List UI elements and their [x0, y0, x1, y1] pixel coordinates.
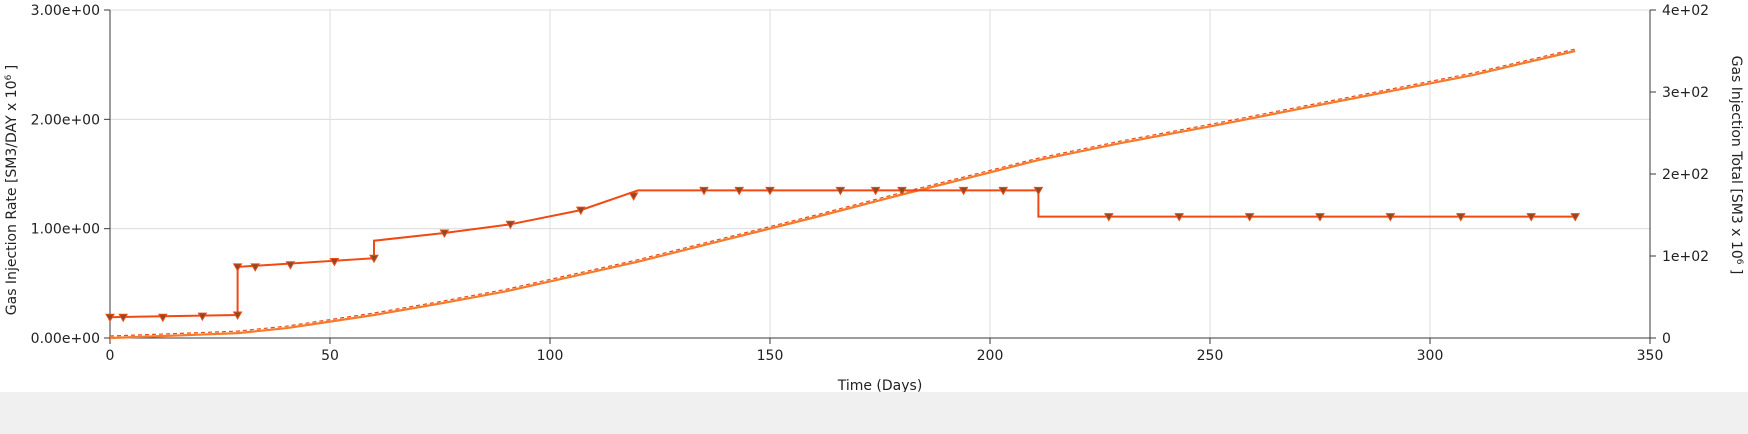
rate-data-point — [439, 229, 450, 239]
rate-data-point — [1103, 213, 1114, 222]
rate-data-point — [369, 254, 379, 264]
rate-data-point — [628, 192, 639, 201]
rate-data-point — [232, 311, 243, 321]
y-axis-right-label-main: Gas Injection Total [SM3 x 10 — [1728, 56, 1744, 259]
rate-data-point — [1455, 213, 1466, 222]
y-left-tick-label: 2.00e+00 — [31, 112, 100, 128]
rate-data-point — [1033, 186, 1044, 196]
rate-data-point — [699, 186, 709, 196]
x-tick-label: 0 — [106, 348, 115, 364]
y-axis-right-label-exp: 6 — [1734, 259, 1744, 265]
rate-data-point — [958, 186, 969, 196]
rate-data-point — [105, 313, 115, 323]
y-right-tick-label: 0 — [1662, 331, 1671, 347]
rate-data-point — [197, 312, 208, 322]
y-axis-left-label-end: ] — [4, 65, 20, 75]
rate-data-point — [1174, 213, 1185, 222]
rate-data-point — [1526, 213, 1537, 222]
x-axis-label: Time (Days) — [837, 378, 923, 392]
rate-data-point — [998, 186, 1009, 196]
x-tick-label: 300 — [1417, 348, 1444, 364]
rate-data-point — [897, 186, 907, 196]
rate-data-point — [575, 206, 586, 216]
ticks: 0 50 100 150 200 250 300 350 0.00e+00 1.00e+00 2.0… — [31, 3, 1709, 364]
gas-injection-chart: 0 50 100 150 200 250 300 350 0.00e+00 1.00e+00 2.0… — [4, 3, 1744, 392]
rate-data-point — [250, 263, 261, 272]
y-right-tick-label: 3e+02 — [1662, 85, 1709, 101]
rate-data-point — [870, 186, 881, 196]
x-tick-label: 200 — [977, 348, 1004, 364]
rate-data-point — [835, 186, 846, 196]
y-right-tick-label: 2e+02 — [1662, 167, 1709, 183]
rate-data-point — [157, 313, 168, 323]
rate-data-point — [765, 186, 775, 196]
rate-data-point — [1315, 213, 1325, 222]
y-axis-left-label-main: Gas Injection Rate [SM3/DAY x 10 — [4, 80, 20, 315]
y-right-tick-label: 1e+02 — [1662, 249, 1709, 265]
rate-data-point — [285, 261, 296, 270]
x-tick-label: 250 — [1197, 348, 1224, 364]
y-left-tick-label: 1.00e+00 — [31, 222, 100, 238]
total-series-dashed-line — [109, 48, 1576, 337]
y-right-tick-label: 4e+02 — [1662, 3, 1709, 19]
y-left-tick-label: 3.00e+00 — [31, 3, 100, 19]
y-axis-left-label: Gas Injection Rate [SM3/DAY x 106 ] — [4, 65, 20, 315]
y-axis-left-label-exp: 6 — [4, 74, 14, 80]
series — [105, 48, 1581, 340]
x-tick-label: 50 — [321, 348, 339, 364]
x-tick-label: 100 — [537, 348, 564, 364]
x-tick-label: 150 — [757, 348, 784, 364]
rate-data-point — [1385, 213, 1396, 222]
y-axis-right-label-end: ] — [1728, 264, 1744, 274]
rate-data-point — [1244, 213, 1255, 222]
y-axis-right-label: Gas Injection Total [SM3 x 106 ] — [1728, 56, 1744, 275]
rate-data-point — [232, 263, 243, 272]
rate-data-point — [505, 220, 516, 230]
axes — [109, 10, 1651, 339]
rate-data-point — [329, 258, 340, 267]
rate-data-point — [1570, 213, 1581, 222]
total-series-line — [109, 49, 1576, 340]
x-tick-label: 350 — [1637, 348, 1664, 364]
rate-data-point — [118, 313, 129, 323]
chart-panel: 0 50 100 150 200 250 300 350 0.00e+00 1.00e+00 2.0… — [0, 0, 1748, 392]
grid — [110, 9, 1651, 338]
rate-data-point — [734, 186, 745, 196]
y-left-tick-label: 0.00e+00 — [31, 331, 100, 347]
